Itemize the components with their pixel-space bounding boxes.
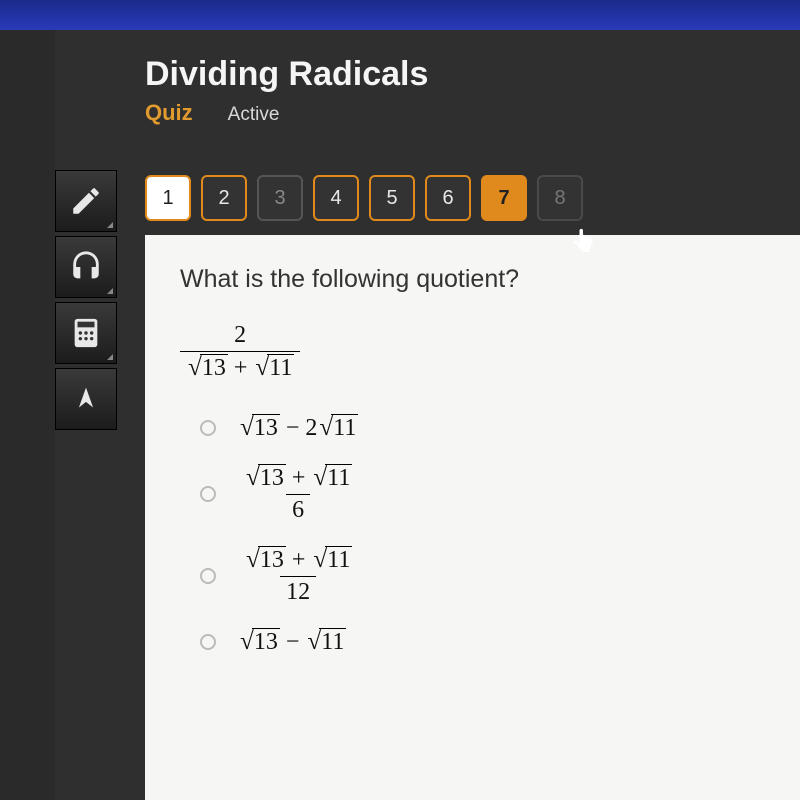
question-expression: 213 + 11 <box>180 322 300 382</box>
tool-sidebar <box>55 170 117 430</box>
radio-c[interactable] <box>200 568 216 584</box>
answer-option-a[interactable]: 13 − 211 <box>200 414 765 442</box>
option-expression-d: 13 − 11 <box>238 628 346 656</box>
calculator-icon <box>69 316 103 350</box>
question-prompt: What is the following quotient? <box>180 265 765 294</box>
answer-option-c[interactable]: 13 + 1112 <box>200 546 765 606</box>
answer-option-b[interactable]: 13 + 116 <box>200 464 765 524</box>
headphones-icon <box>69 250 103 284</box>
answer-options: 13 − 211 13 + 116 13 + 1112 13 − 11 <box>200 414 765 656</box>
subheader: Quiz Active <box>145 100 710 126</box>
status-label: Active <box>228 104 280 126</box>
question-nav: 12345678 <box>127 175 800 235</box>
quiz-app: Dividing Radicals Quiz Active 12345678 W… <box>55 30 800 800</box>
audio-tool[interactable] <box>55 236 117 298</box>
quiz-label: Quiz <box>145 100 193 126</box>
radio-a[interactable] <box>200 420 216 436</box>
compass-icon <box>69 382 103 416</box>
question-panel: What is the following quotient? 213 + 11… <box>145 235 800 800</box>
radio-b[interactable] <box>200 486 216 502</box>
answer-option-d[interactable]: 13 − 11 <box>200 628 765 656</box>
window-frame <box>0 0 800 30</box>
question-nav-6[interactable]: 6 <box>425 175 471 221</box>
option-expression-b: 13 + 116 <box>238 464 358 524</box>
option-expression-a: 13 − 211 <box>238 414 358 442</box>
collapse-tool[interactable] <box>55 368 117 430</box>
question-nav-1[interactable]: 1 <box>145 175 191 221</box>
pencil-tool[interactable] <box>55 170 117 232</box>
question-nav-8[interactable]: 8 <box>537 175 583 221</box>
page-title: Dividing Radicals <box>145 55 710 94</box>
question-nav-4[interactable]: 4 <box>313 175 359 221</box>
radio-d[interactable] <box>200 634 216 650</box>
main-column: 12345678 What is the following quotient?… <box>127 175 800 800</box>
option-expression-c: 13 + 1112 <box>238 546 358 606</box>
question-nav-2[interactable]: 2 <box>201 175 247 221</box>
question-nav-5[interactable]: 5 <box>369 175 415 221</box>
pencil-icon <box>69 184 103 218</box>
question-nav-7[interactable]: 7 <box>481 175 527 221</box>
question-nav-3[interactable]: 3 <box>257 175 303 221</box>
header: Dividing Radicals Quiz Active <box>55 30 800 138</box>
calculator-tool[interactable] <box>55 302 117 364</box>
